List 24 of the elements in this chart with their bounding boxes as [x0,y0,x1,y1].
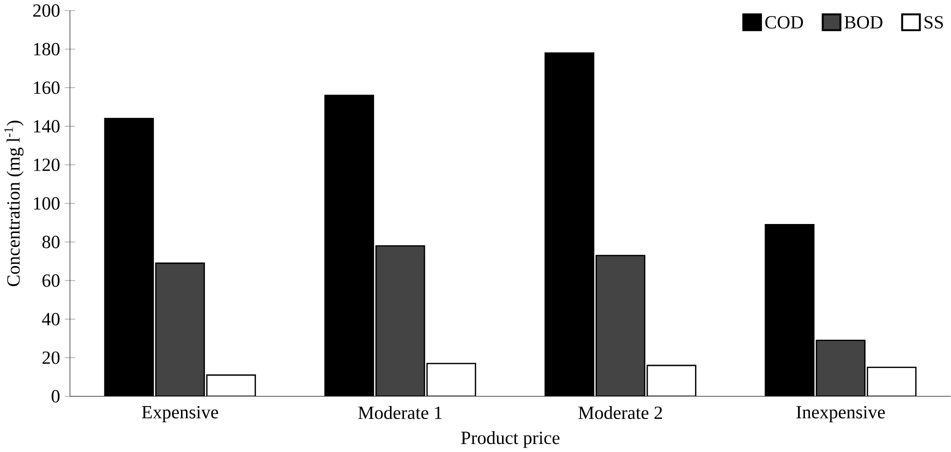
y-tick-label: 40 [42,312,60,326]
bar [596,254,646,396]
x-tick-label: Expensive [142,406,218,422]
y-tick-label: 100 [34,197,60,210]
y-tick-label: 200 [33,4,60,17]
y-tick-label: 120 [34,158,60,172]
x-axis-title: Product price [461,430,560,448]
y-tick-label: 60 [42,274,60,287]
y-tick-label: 140 [34,120,60,132]
y-axis-title: Concentration (mg l$^{-1}$) [4,120,24,286]
x-tick-label: Inexpensive [796,406,885,422]
legend-label: BOD [844,16,882,28]
legend-label: SS [924,16,943,28]
y-tick-label: 80 [42,236,60,248]
x-tick-label: Moderate 1 [358,406,442,419]
y-tick-label: 180 [34,42,60,56]
y-tick-label: 0 [52,390,60,402]
x-tick-label: Moderate 2 [578,406,662,419]
bar [155,262,205,396]
bar [816,340,866,396]
legend-label: COD [765,16,803,28]
y-tick-label: 160 [34,81,60,94]
bar [375,245,426,396]
y-tick-label: 20 [42,351,60,364]
